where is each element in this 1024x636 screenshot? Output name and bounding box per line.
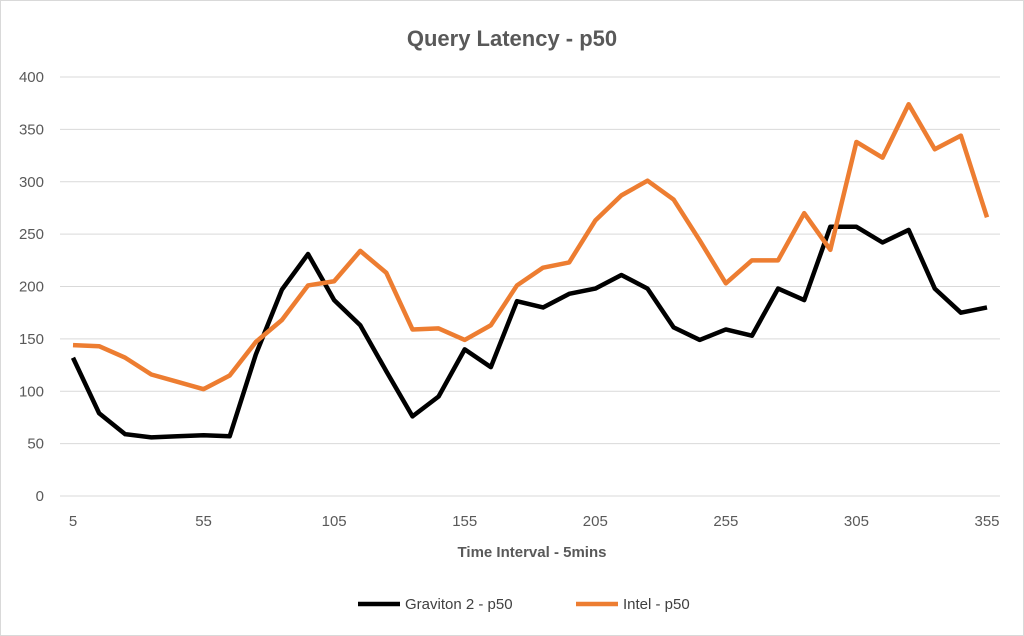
- series-lines: [70, 101, 990, 440]
- legend: Graviton 2 - p50 Intel - p50: [358, 596, 690, 613]
- x-tick-label: 5: [69, 513, 77, 530]
- series-line-intel: [72, 101, 990, 392]
- y-tick-label: 250: [19, 226, 44, 243]
- x-axis-ticks: 5 55 105 155 205 255 305 355: [69, 513, 1000, 530]
- gridlines: [60, 76, 1000, 497]
- y-tick-label: 150: [19, 331, 44, 348]
- y-tick-label: 200: [19, 279, 44, 296]
- legend-label: Graviton 2 - p50: [405, 596, 513, 613]
- x-tick-label: 355: [974, 513, 999, 530]
- chart-title: Query Latency - p50: [407, 26, 617, 51]
- x-tick-label: 305: [844, 513, 869, 530]
- x-tick-label: 205: [583, 513, 608, 530]
- y-tick-label: 400: [19, 69, 44, 86]
- x-tick-label: 55: [195, 513, 212, 530]
- x-tick-label: 255: [713, 513, 738, 530]
- legend-label: Intel - p50: [623, 596, 690, 613]
- x-tick-label: 155: [452, 513, 477, 530]
- y-tick-label: 350: [19, 121, 44, 138]
- series-line-graviton: [70, 224, 988, 440]
- x-axis-label: Time Interval - 5mins: [458, 544, 607, 561]
- y-tick-label: 0: [36, 488, 44, 505]
- y-tick-label: 100: [19, 383, 44, 400]
- x-tick-label: 105: [322, 513, 347, 530]
- y-tick-label: 300: [19, 174, 44, 191]
- y-tick-label: 50: [27, 436, 44, 453]
- y-axis-ticks: 0 50 100 150 200 250 300 350 400: [19, 69, 44, 505]
